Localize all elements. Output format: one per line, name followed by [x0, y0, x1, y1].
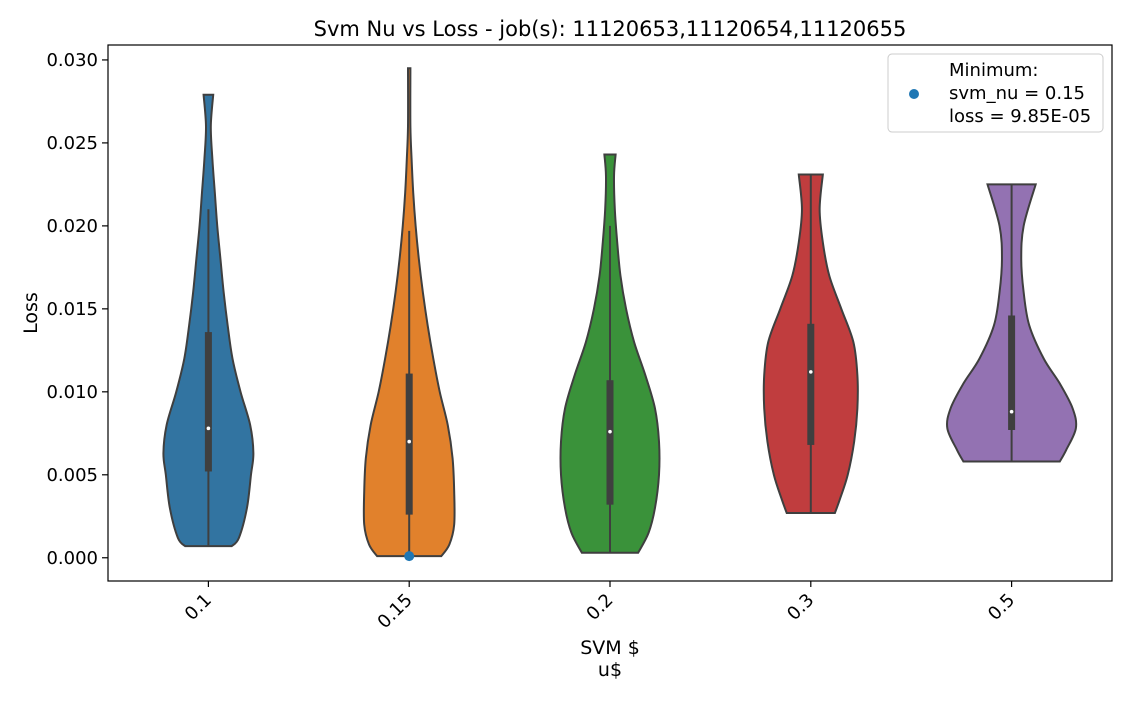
x-axis-label-line-2: u$: [598, 659, 622, 681]
y-tick-label: 0.010: [46, 382, 98, 403]
minimum-point: [404, 551, 415, 562]
legend-box: [887, 53, 1104, 133]
x-tick-label: 0.3: [783, 590, 818, 625]
violin-iqr-box-0.5: [1008, 315, 1016, 430]
violin-iqr-box-0.1: [204, 332, 212, 472]
x-tick-label: 0.1: [181, 590, 216, 625]
plot-area: [162, 67, 1078, 562]
violin-0.1: [162, 93, 255, 548]
violin-0.5: [946, 183, 1078, 463]
violin-iqr-box-0.2: [606, 380, 614, 505]
x-axis-label-line-1: SVM $: [580, 637, 640, 659]
x-tick-label: 0.5: [984, 590, 1019, 625]
violin-median-0.2: [608, 429, 612, 434]
y-tick-label: 0.000: [46, 548, 98, 569]
violin-median-0.5: [1009, 409, 1014, 414]
legend-line-param: svm_nu = 0.15: [949, 83, 1085, 104]
violin-0.2: [559, 153, 661, 554]
legend: Minimum: svm_nu = 0.15 loss = 9.85E-05: [887, 53, 1104, 133]
violin-median-0.15: [407, 439, 412, 444]
violin-0.3: [762, 173, 859, 514]
violin-iqr-box-0.15: [405, 373, 413, 515]
y-tick-label: 0.030: [46, 50, 98, 71]
y-tick-label: 0.015: [46, 299, 98, 320]
y-tick-label: 0.020: [46, 216, 98, 237]
violin-median-0.3: [809, 370, 813, 374]
legend-line-title: Minimum:: [949, 60, 1038, 81]
y-tick-label: 0.005: [46, 465, 98, 486]
y-axis: 0.000 0.005 0.010 0.015 0.020 0.025 0.030: [46, 50, 108, 569]
violin-0.15: [362, 67, 456, 558]
legend-line-loss: loss = 9.85E-05: [949, 106, 1091, 127]
legend-marker: [909, 89, 919, 99]
y-axis-label: Loss: [20, 292, 42, 334]
chart-title: Svm Nu vs Loss - job(s): 11120653,111206…: [314, 17, 907, 41]
x-tick-label: 0.15: [374, 590, 417, 633]
violin-iqr-box-0.3: [807, 323, 815, 445]
x-axis: 0.1 0.15 0.2 0.3 0.5: [181, 581, 1019, 633]
violin-median-0.1: [206, 426, 211, 431]
x-tick-label: 0.2: [582, 590, 617, 625]
y-tick-label: 0.025: [46, 133, 98, 154]
